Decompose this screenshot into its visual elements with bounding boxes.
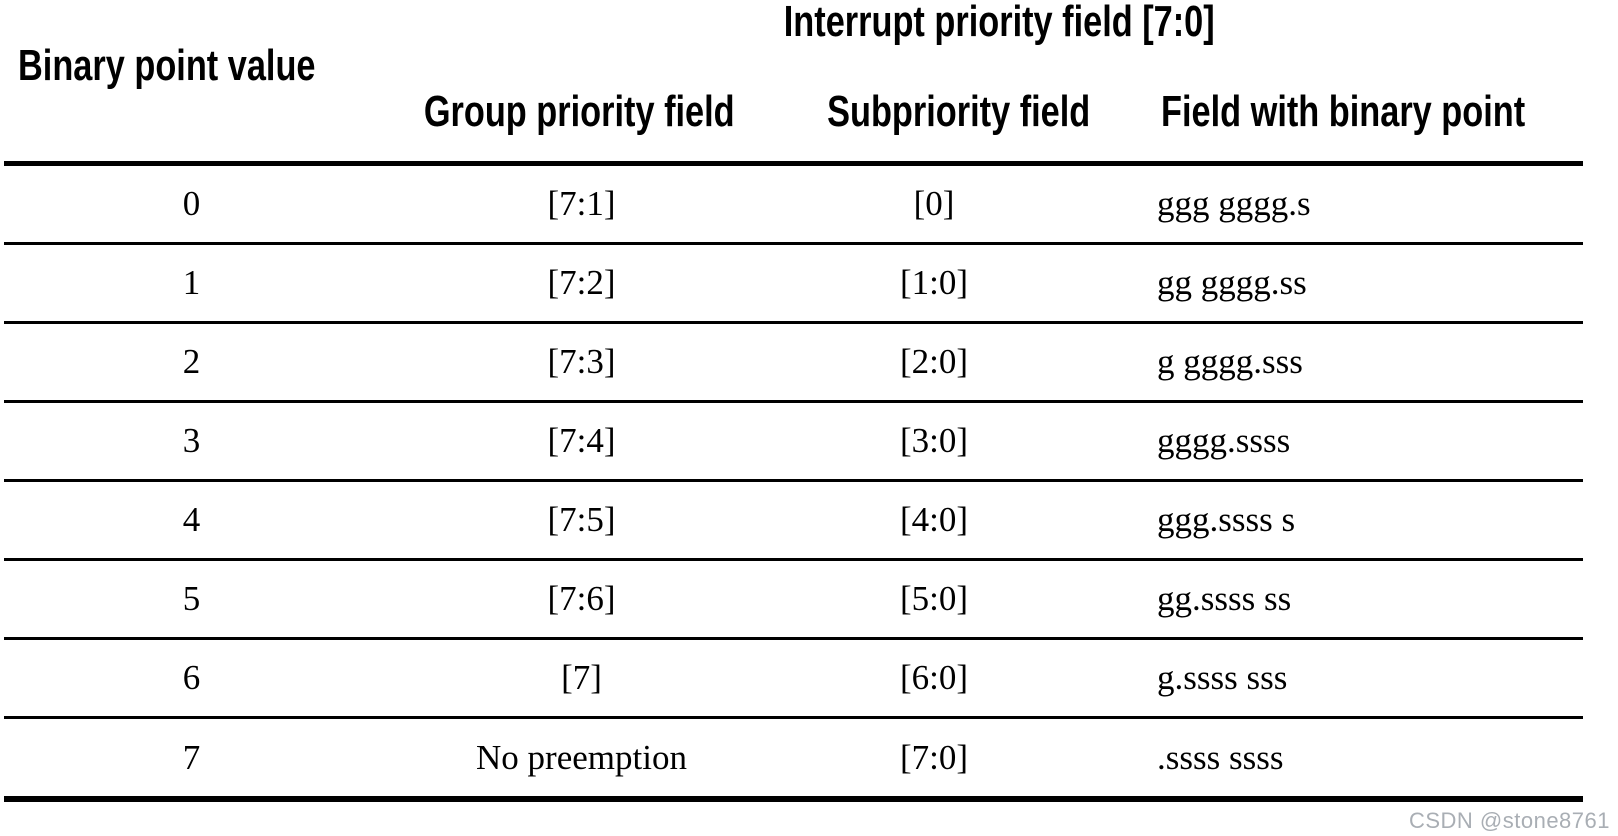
cell-group-priority-field: [7:3]: [547, 342, 616, 381]
table-row: 1 [7:2] [1:0] gg gggg.ss: [4, 245, 1583, 324]
table-body: 0 [7:1] [0] ggg gggg.s 1 [7:2] [1:0] gg …: [4, 161, 1583, 802]
table-subheader-row: Group priority field Subpriority field F…: [379, 88, 1583, 136]
cell-subpriority-field: [0]: [913, 184, 955, 223]
cell-field-with-binary-point: ggg.ssss s: [1157, 500, 1296, 539]
cell-group-priority-field: [7:6]: [547, 579, 616, 618]
cell-group-priority-field: [7:1]: [547, 184, 616, 223]
header-binary-point-value-label: Binary point value: [18, 41, 316, 90]
interrupt-priority-grouping-table: Binary point value Interrupt priority fi…: [4, 0, 1583, 802]
table-row: 0 [7:1] [0] ggg gggg.s: [4, 166, 1583, 245]
cell-group-priority-field: [7:4]: [547, 421, 616, 460]
cell-subpriority-field: [6:0]: [899, 658, 969, 697]
cell-group-priority-field: No preemption: [476, 737, 687, 777]
header-field-with-binary-point-label: Field with binary point: [1161, 87, 1526, 136]
cell-binary-point-value: 3: [182, 421, 201, 460]
cell-field-with-binary-point: gg gggg.ss: [1157, 263, 1307, 302]
cell-subpriority-field: [4:0]: [899, 500, 969, 539]
cell-binary-point-value: 7: [182, 737, 201, 777]
cell-field-with-binary-point: ggg gggg.s: [1157, 184, 1311, 223]
cell-group-priority-field: [7]: [561, 658, 602, 697]
cell-subpriority-field: [5:0]: [899, 579, 969, 618]
table-row: 3 [7:4] [3:0] gggg.ssss: [4, 403, 1583, 482]
table-row: 5 [7:6] [5:0] gg.ssss ss: [4, 561, 1583, 640]
table-row: 7 No preemption [7:0] .ssss ssss: [4, 719, 1583, 802]
header-binary-point-value: Binary point value: [18, 41, 399, 90]
cell-binary-point-value: 1: [182, 263, 201, 302]
cell-binary-point-value: 2: [182, 342, 201, 381]
cell-binary-point-value: 6: [182, 658, 201, 697]
cell-field-with-binary-point: gggg.ssss: [1157, 421, 1291, 460]
header-subpriority-field-label: Subpriority field: [827, 87, 1091, 136]
cell-subpriority-field: [7:0]: [899, 737, 969, 777]
cell-binary-point-value: 5: [182, 579, 201, 618]
cell-group-priority-field: [7:5]: [547, 500, 616, 539]
cell-subpriority-field: [1:0]: [899, 263, 969, 302]
cell-field-with-binary-point: g.ssss sss: [1157, 658, 1288, 697]
csdn-watermark: CSDN @stone8761: [1408, 808, 1610, 833]
header-group-priority-field: Group priority field: [379, 88, 779, 136]
cell-binary-point-value: 4: [182, 500, 201, 539]
cell-field-with-binary-point: gg.ssss ss: [1157, 579, 1292, 618]
cell-field-with-binary-point: .ssss ssss: [1157, 737, 1284, 777]
table-row: 4 [7:5] [4:0] ggg.ssss s: [4, 482, 1583, 561]
table-row: 2 [7:3] [2:0] g gggg.sss: [4, 324, 1583, 403]
cell-subpriority-field: [3:0]: [899, 421, 969, 460]
table-row: 6 [7] [6:0] g.ssss sss: [4, 640, 1583, 719]
header-group-priority-field-label: Group priority field: [423, 87, 735, 136]
cell-group-priority-field: [7:2]: [547, 263, 616, 302]
header-subpriority-field: Subpriority field: [779, 88, 1139, 136]
header-interrupt-priority-field: Interrupt priority field [7:0]: [379, 0, 1583, 44]
cell-field-with-binary-point: g gggg.sss: [1157, 342, 1303, 381]
header-interrupt-priority-field-label: Interrupt priority field [7:0]: [783, 0, 1215, 46]
header-field-with-binary-point: Field with binary point: [1139, 88, 1618, 136]
cell-subpriority-field: [2:0]: [899, 342, 969, 381]
table-header: Binary point value Interrupt priority fi…: [4, 0, 1583, 161]
cell-binary-point-value: 0: [182, 184, 201, 223]
